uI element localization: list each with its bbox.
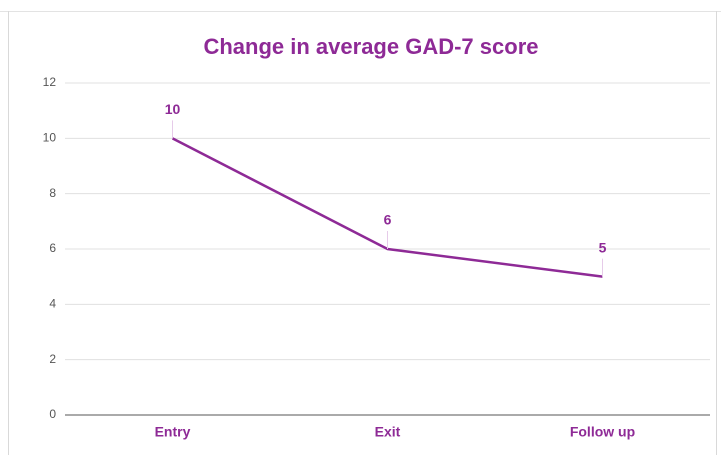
y-tick-label: 12	[43, 75, 57, 89]
y-tick-label: 6	[49, 241, 56, 255]
data-label: 10	[165, 101, 181, 117]
y-tick-label: 4	[49, 297, 56, 311]
data-label: 6	[384, 212, 392, 228]
chart-title: Change in average GAD-7 score	[203, 34, 538, 59]
y-tick-label: 10	[43, 131, 57, 145]
y-tick-label: 8	[49, 186, 56, 200]
x-tick-label: Follow up	[570, 424, 635, 440]
y-tick-label: 0	[49, 407, 56, 421]
y-tick-label: 2	[49, 352, 56, 366]
data-label: 5	[599, 239, 607, 255]
x-tick-label: Entry	[155, 424, 191, 440]
x-tick-label: Exit	[375, 424, 401, 440]
